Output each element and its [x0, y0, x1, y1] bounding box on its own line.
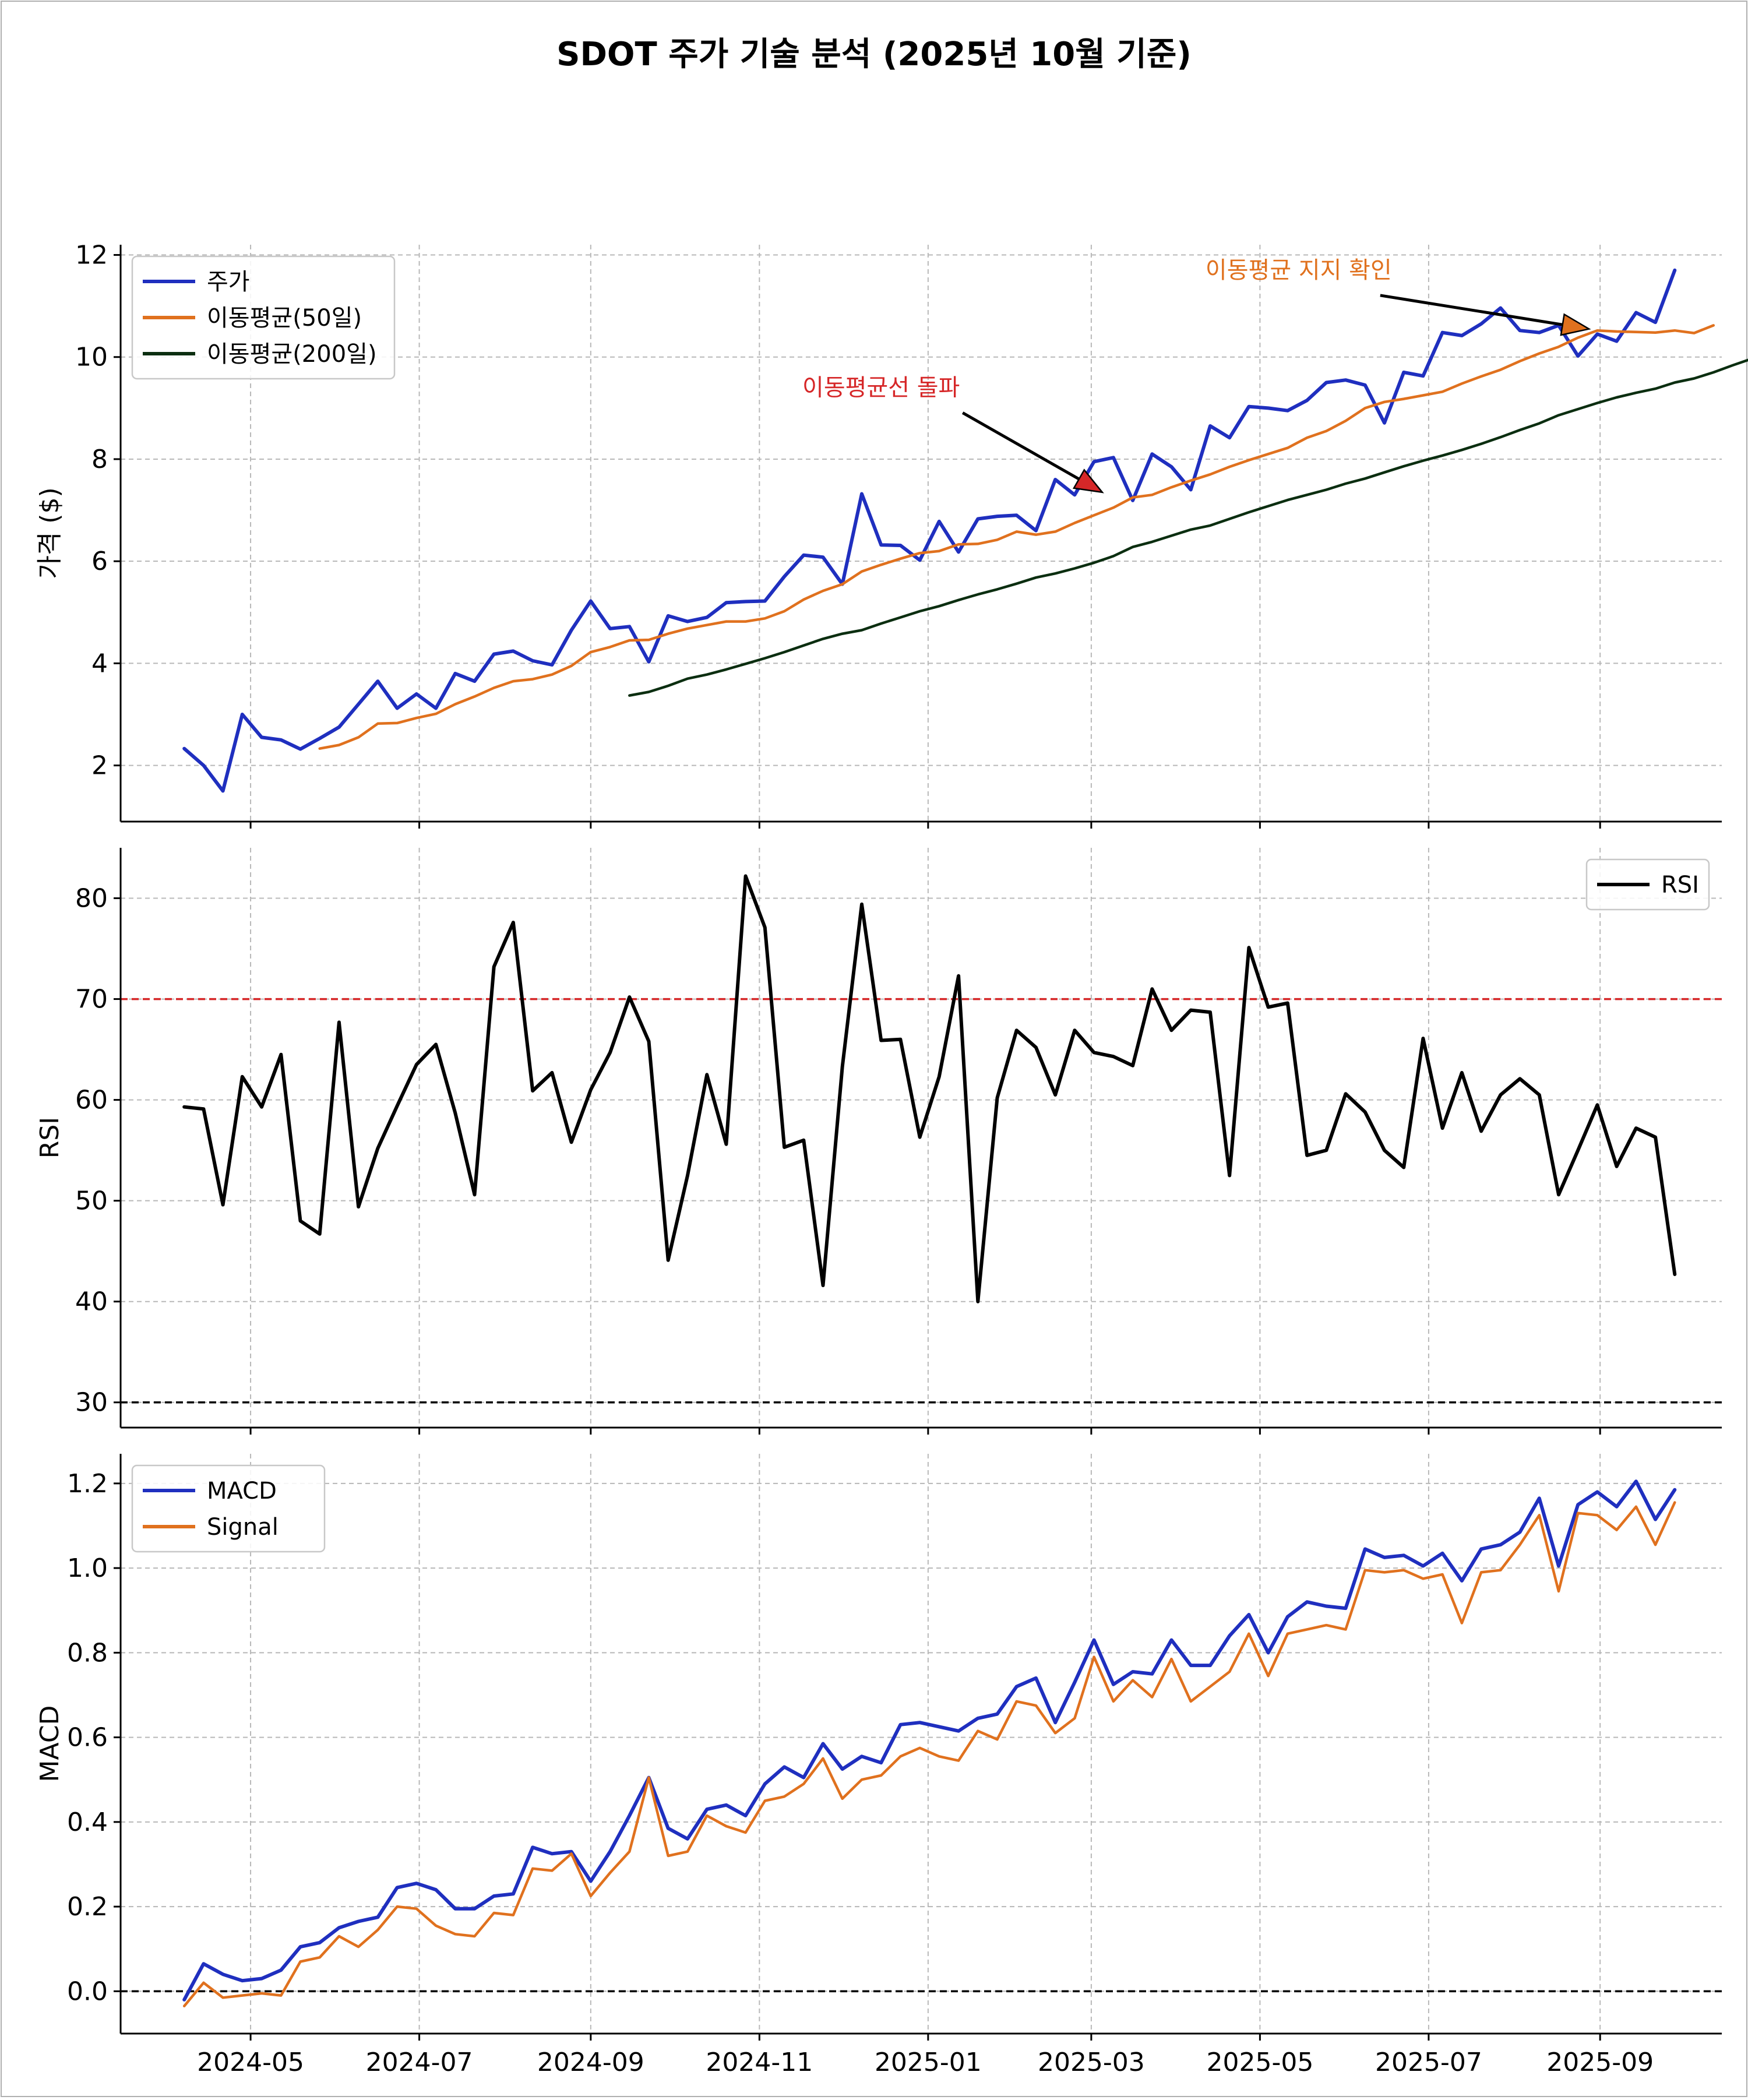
y-tick-label: 0.2: [67, 1892, 108, 1922]
y-tick-label: 1.0: [67, 1553, 108, 1583]
annotation-arrowhead-test: [1560, 313, 1591, 336]
y-tick-label: 80: [75, 884, 108, 914]
legend-label-signal: Signal: [207, 1514, 279, 1541]
x-tick-label: 2025-05: [1206, 2048, 1313, 2077]
legend-label-rsi: RSI: [1661, 872, 1699, 899]
y-tick-label: 0.0: [67, 1976, 108, 2006]
x-tick-label: 2025-07: [1375, 2048, 1482, 2077]
y-tick-label: 6: [91, 547, 108, 576]
y-tick-label: 12: [75, 241, 108, 270]
y-axis-title: RSI: [35, 1117, 65, 1158]
x-tick-label: 2025-01: [875, 2048, 982, 2077]
y-tick-label: 4: [91, 649, 108, 678]
x-tick-label: 2024-05: [197, 2048, 304, 2077]
y-tick-label: 0.8: [67, 1638, 108, 1668]
legend: RSI: [1585, 858, 1710, 911]
chart-title: SDOT 주가 기술 분석 (2025년 10월 기준): [556, 36, 1192, 73]
y-tick-label: 8: [91, 445, 108, 474]
annotation-test: 이동평균 지지 확인: [1206, 257, 1392, 284]
annotation-breakout: 이동평균선 돌파: [802, 374, 960, 401]
series-line-ma50: [318, 324, 1715, 750]
legend-label-price: 주가: [207, 269, 250, 295]
annotation-arrow-breakout: [961, 411, 1080, 481]
y-tick-label: 40: [75, 1287, 108, 1317]
y-tick-label: 0.6: [67, 1723, 108, 1753]
annotation-arrowhead-breakout: [1072, 468, 1104, 494]
series-line-ma200: [628, 358, 1748, 697]
x-tick-label: 2024-09: [537, 2048, 644, 2077]
series-line-rsi: [182, 874, 1677, 1303]
panel-rsi: 30 40 50 60 70 80 RSI RSI: [35, 848, 1722, 1435]
annotation-arrow-test: [1380, 294, 1563, 326]
y-tick-label: 2: [91, 751, 108, 781]
legend-label-ma50: 이동평균(50일): [207, 305, 362, 332]
y-tick-label: 60: [75, 1086, 108, 1115]
legend-label-macd: MACD: [207, 1478, 277, 1504]
y-axis-title: MACD: [35, 1706, 65, 1782]
x-tick-label: 2025-09: [1546, 2048, 1654, 2077]
x-tick-label: 2024-11: [706, 2048, 813, 2077]
x-tick-label: 2025-03: [1038, 2048, 1145, 2077]
legend-frame: [131, 1464, 326, 1553]
y-tick-label: 0.4: [67, 1807, 108, 1837]
y-tick-label: 50: [75, 1186, 108, 1216]
legend-label-ma200: 이동평균(200일): [207, 341, 377, 368]
x-tick-label: 2024-07: [366, 2048, 473, 2077]
series-line-signal: [182, 1501, 1676, 2008]
y-tick-label: 30: [75, 1388, 108, 1418]
legend: MACD Signal: [131, 1464, 326, 1553]
y-tick-label: 10: [75, 343, 108, 372]
y-tick-label: 1.2: [67, 1469, 108, 1499]
series-line-macd: [182, 1479, 1677, 2002]
y-axis-title: 가격 ($): [35, 487, 65, 579]
series-line-price: [182, 268, 1677, 793]
panel-macd: 0.0 0.2 0.4 0.6 0.8 1.0 1.2 2024-05 2024-07 2024-…: [35, 1454, 1722, 2077]
y-tick-label: 70: [75, 985, 108, 1014]
legend-frame: [131, 255, 396, 380]
